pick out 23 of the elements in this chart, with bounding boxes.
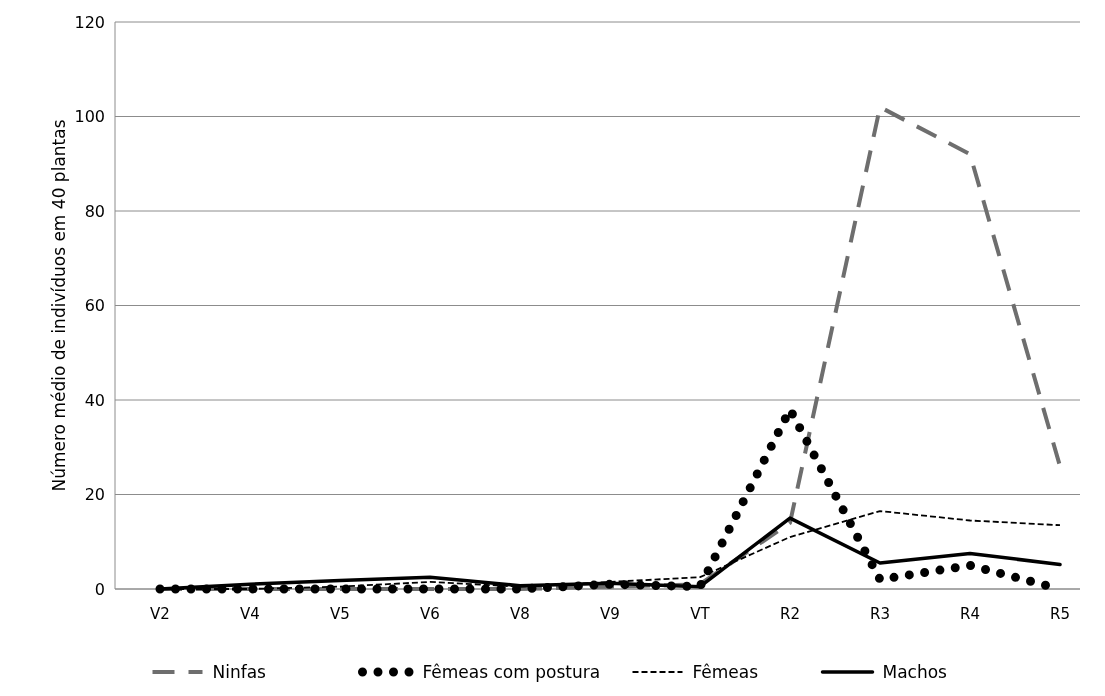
y-tick-label: 20 xyxy=(84,485,105,505)
x-tick-label: VT xyxy=(690,605,711,623)
x-tick-label: R2 xyxy=(780,605,800,623)
y-tick-label: 80 xyxy=(84,201,105,221)
legend-label: Machos xyxy=(882,662,948,682)
x-tick-label: V6 xyxy=(420,605,440,623)
y-tick-label: 0 xyxy=(94,579,105,599)
y-tick-label: 100 xyxy=(74,107,105,127)
x-tick-label: R3 xyxy=(870,605,890,623)
y-axis-title: Número médio de indivíduos em 40 plantas xyxy=(49,119,69,492)
legend-label: Ninfas xyxy=(212,662,267,682)
x-tick-label: V2 xyxy=(150,605,170,623)
x-tick-label: V9 xyxy=(600,605,620,623)
y-tick-label: 40 xyxy=(84,390,105,410)
y-tick-label: 60 xyxy=(84,296,105,316)
x-tick-label: V8 xyxy=(510,605,530,623)
x-tick-label: R5 xyxy=(1050,605,1070,623)
y-tick-label: 120 xyxy=(74,12,105,32)
legend-label: Fêmeas xyxy=(692,662,759,682)
x-tick-label: R4 xyxy=(960,605,980,623)
x-tick-label: V5 xyxy=(330,605,350,623)
legend-label: Fêmeas com postura xyxy=(422,662,601,682)
x-tick-label: V4 xyxy=(240,605,260,623)
